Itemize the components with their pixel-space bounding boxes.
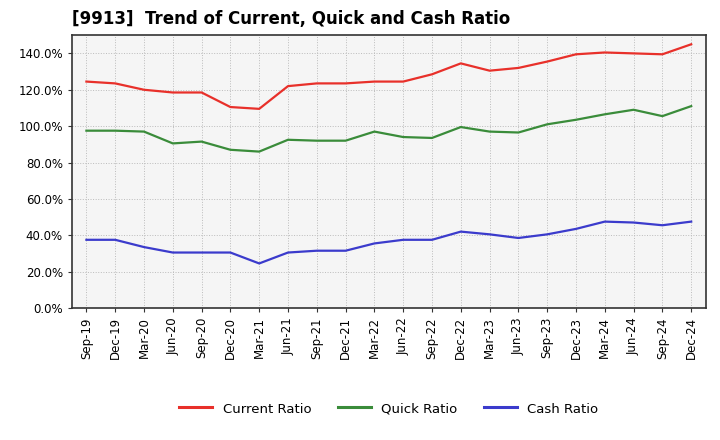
Cash Ratio: [111, 237, 120, 242]
Quick Ratio: [341, 138, 350, 143]
Current Ratio: [600, 50, 609, 55]
Quick Ratio: [255, 149, 264, 154]
Quick Ratio: [600, 112, 609, 117]
Legend: Current Ratio, Quick Ratio, Cash Ratio: Current Ratio, Quick Ratio, Cash Ratio: [179, 402, 598, 416]
Cash Ratio: [140, 245, 148, 250]
Cash Ratio: [284, 250, 292, 255]
Current Ratio: [514, 65, 523, 70]
Quick Ratio: [514, 130, 523, 135]
Quick Ratio: [312, 138, 321, 143]
Quick Ratio: [629, 107, 638, 112]
Quick Ratio: [168, 141, 177, 146]
Quick Ratio: [456, 125, 465, 130]
Current Ratio: [168, 90, 177, 95]
Cash Ratio: [600, 219, 609, 224]
Current Ratio: [197, 90, 206, 95]
Cash Ratio: [658, 223, 667, 228]
Cash Ratio: [572, 226, 580, 231]
Quick Ratio: [485, 129, 494, 134]
Quick Ratio: [370, 129, 379, 134]
Quick Ratio: [140, 129, 148, 134]
Quick Ratio: [572, 117, 580, 122]
Current Ratio: [226, 104, 235, 110]
Current Ratio: [485, 68, 494, 73]
Quick Ratio: [82, 128, 91, 133]
Cash Ratio: [226, 250, 235, 255]
Quick Ratio: [399, 134, 408, 139]
Current Ratio: [111, 81, 120, 86]
Quick Ratio: [428, 136, 436, 141]
Cash Ratio: [341, 248, 350, 253]
Cash Ratio: [82, 237, 91, 242]
Quick Ratio: [284, 137, 292, 143]
Current Ratio: [687, 42, 696, 47]
Cash Ratio: [485, 232, 494, 237]
Cash Ratio: [629, 220, 638, 225]
Line: Cash Ratio: Cash Ratio: [86, 222, 691, 264]
Current Ratio: [82, 79, 91, 84]
Current Ratio: [370, 79, 379, 84]
Quick Ratio: [687, 103, 696, 109]
Cash Ratio: [399, 237, 408, 242]
Current Ratio: [428, 72, 436, 77]
Quick Ratio: [111, 128, 120, 133]
Cash Ratio: [197, 250, 206, 255]
Cash Ratio: [456, 229, 465, 234]
Current Ratio: [456, 61, 465, 66]
Line: Current Ratio: Current Ratio: [86, 44, 691, 109]
Line: Quick Ratio: Quick Ratio: [86, 106, 691, 152]
Quick Ratio: [658, 114, 667, 119]
Cash Ratio: [370, 241, 379, 246]
Current Ratio: [543, 59, 552, 64]
Cash Ratio: [312, 248, 321, 253]
Current Ratio: [399, 79, 408, 84]
Current Ratio: [140, 87, 148, 92]
Current Ratio: [658, 51, 667, 57]
Cash Ratio: [428, 237, 436, 242]
Cash Ratio: [255, 261, 264, 266]
Text: [9913]  Trend of Current, Quick and Cash Ratio: [9913] Trend of Current, Quick and Cash …: [72, 10, 510, 28]
Cash Ratio: [514, 235, 523, 241]
Current Ratio: [341, 81, 350, 86]
Current Ratio: [255, 106, 264, 111]
Cash Ratio: [168, 250, 177, 255]
Current Ratio: [629, 51, 638, 56]
Quick Ratio: [197, 139, 206, 144]
Cash Ratio: [543, 232, 552, 237]
Current Ratio: [284, 84, 292, 89]
Quick Ratio: [543, 122, 552, 127]
Current Ratio: [312, 81, 321, 86]
Current Ratio: [572, 51, 580, 57]
Quick Ratio: [226, 147, 235, 152]
Cash Ratio: [687, 219, 696, 224]
